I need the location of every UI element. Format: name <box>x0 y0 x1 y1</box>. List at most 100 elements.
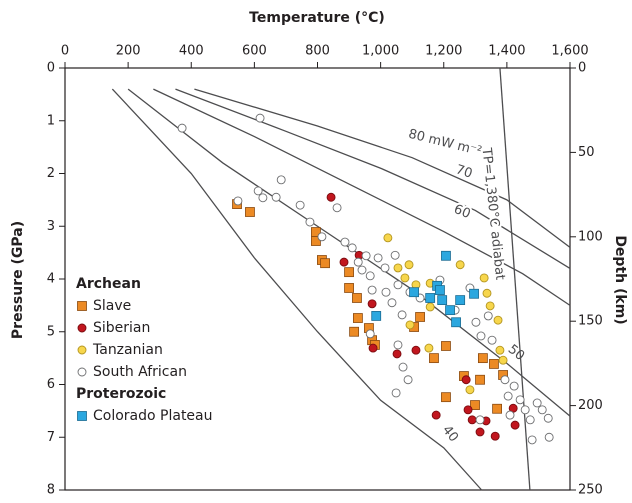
point <box>431 410 441 420</box>
curve-label: TP=1,380°C adiabat <box>478 146 507 281</box>
y-tick-label: 7 <box>47 430 55 445</box>
point <box>276 175 286 185</box>
legend-label: South African <box>93 364 187 380</box>
point <box>381 287 391 297</box>
y-tick-label: 4 <box>47 272 55 287</box>
point <box>409 287 419 298</box>
point <box>367 299 377 309</box>
point <box>352 313 363 323</box>
y2-tick-label: 250 <box>578 483 603 498</box>
x-tick-label: 1,200 <box>425 44 462 59</box>
point <box>492 403 502 414</box>
point <box>429 353 439 364</box>
point <box>479 273 489 283</box>
geotherm-line <box>111 88 483 491</box>
point <box>467 415 477 425</box>
point <box>487 335 497 345</box>
y-tick-label: 3 <box>47 219 55 234</box>
point <box>245 207 255 217</box>
point <box>320 258 330 269</box>
point <box>367 285 377 295</box>
point <box>543 413 553 423</box>
point <box>415 312 425 322</box>
point <box>387 298 397 308</box>
point <box>326 192 336 202</box>
y2-tick-label: 100 <box>578 229 603 244</box>
y2-tick-label: 0 <box>578 61 586 76</box>
legend-label: Siberian <box>93 320 150 336</box>
point <box>477 353 488 364</box>
point <box>393 340 403 350</box>
y-axis-title: Pressure (GPa) <box>10 221 26 339</box>
point <box>411 345 421 355</box>
y-tick-label: 0 <box>47 61 55 76</box>
x-tick-label: 800 <box>305 44 330 59</box>
point <box>445 305 455 316</box>
point <box>368 343 378 353</box>
legend-marker <box>77 323 87 333</box>
point <box>525 415 535 425</box>
legend-marker <box>77 345 87 355</box>
point <box>349 326 360 337</box>
point <box>353 257 363 267</box>
point <box>471 317 481 327</box>
x-tick-label: 1,000 <box>362 44 399 59</box>
point <box>383 233 393 243</box>
point <box>391 388 401 398</box>
point <box>398 362 408 372</box>
point <box>425 293 436 303</box>
legend-label: Colorado Plateau <box>93 408 213 424</box>
point <box>424 343 434 353</box>
point <box>392 349 402 359</box>
y2-tick-label: 200 <box>578 398 603 413</box>
point <box>469 288 479 299</box>
point <box>498 355 508 365</box>
x-tick-label: 0 <box>61 44 69 59</box>
point <box>390 250 400 260</box>
curve-label: 80 mW m⁻² <box>407 127 483 160</box>
geotherm-line <box>194 88 571 248</box>
point <box>435 285 445 295</box>
curve-label: 40 <box>439 423 461 445</box>
y-tick-label: 2 <box>47 166 55 181</box>
curve-label: 50 <box>505 342 527 364</box>
point <box>404 260 414 270</box>
point <box>177 123 187 133</box>
point <box>403 375 413 385</box>
point <box>489 359 499 369</box>
geotherm-line <box>153 88 571 306</box>
point <box>365 329 375 339</box>
point <box>352 293 362 303</box>
point <box>344 267 354 278</box>
point <box>233 196 243 206</box>
y-tick-label: 6 <box>47 377 55 392</box>
y2-axis-title: Depth (km) <box>612 235 628 324</box>
legend-group: Archean <box>76 276 141 292</box>
point <box>537 405 547 415</box>
point <box>255 113 265 123</box>
legend-label: Tanzanian <box>92 342 163 358</box>
point <box>441 341 451 351</box>
point <box>475 374 485 385</box>
point <box>495 345 505 355</box>
point <box>258 193 268 203</box>
point <box>465 385 475 395</box>
point <box>344 283 354 293</box>
point <box>271 192 281 202</box>
point <box>503 391 513 401</box>
legend-marker <box>77 411 87 421</box>
x-tick-label: 1,400 <box>488 44 525 59</box>
legend-group: Proterozoic <box>76 386 166 402</box>
curve-label: 70 <box>454 162 474 181</box>
x-tick-label: 400 <box>179 44 204 59</box>
point <box>380 263 390 273</box>
point <box>393 280 403 290</box>
point <box>425 302 435 312</box>
point <box>515 395 525 405</box>
point <box>510 420 520 430</box>
geotherm-line <box>499 67 531 491</box>
point <box>505 410 515 420</box>
point <box>437 295 448 306</box>
